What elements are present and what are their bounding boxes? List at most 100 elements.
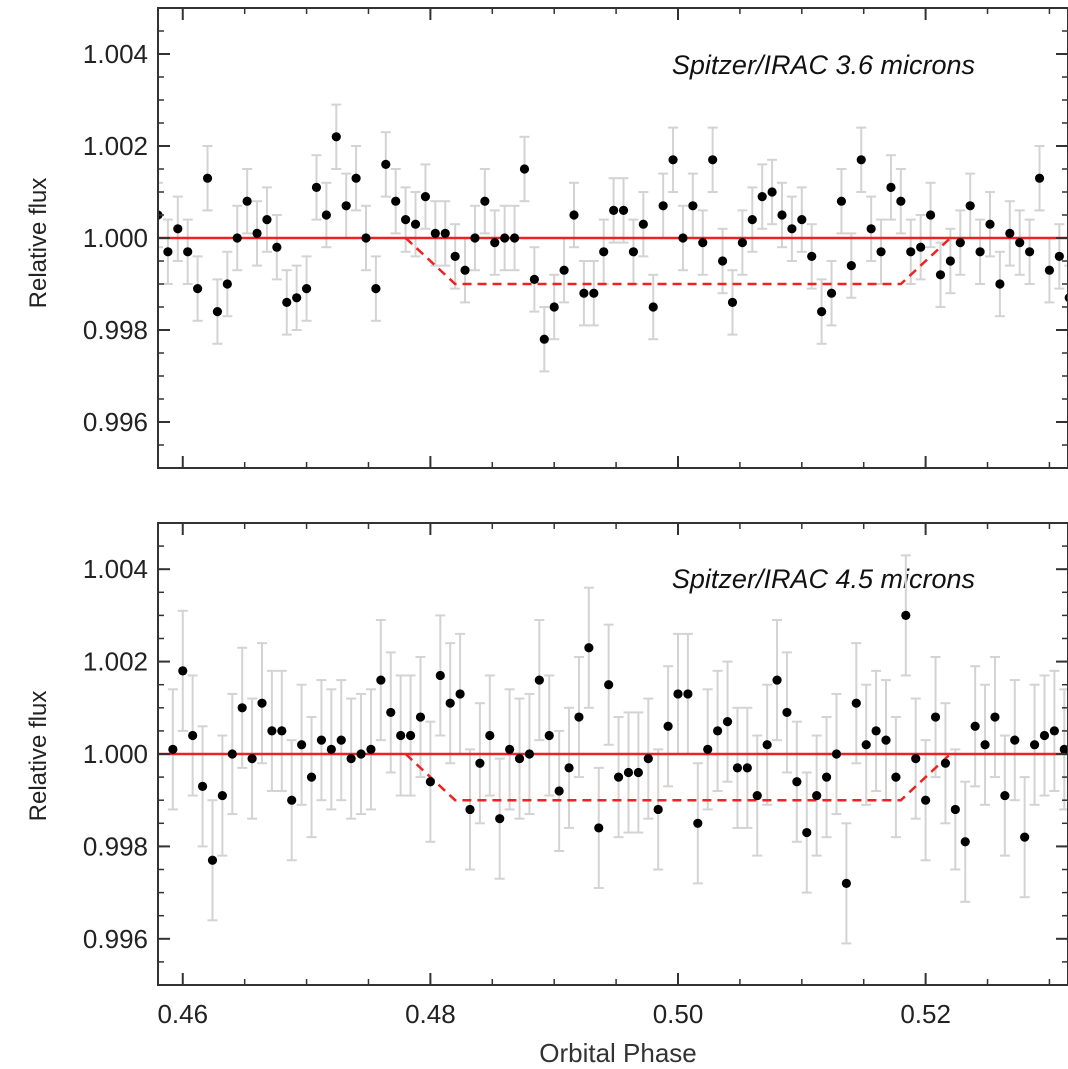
data-point <box>410 219 421 229</box>
data-point <box>475 758 485 768</box>
data-point <box>594 823 604 833</box>
data-point <box>609 205 619 215</box>
data-point <box>703 744 713 754</box>
data-point <box>613 772 624 782</box>
data-point <box>168 744 178 754</box>
data-point <box>817 307 827 317</box>
data-point <box>698 238 708 248</box>
data-point <box>262 215 272 225</box>
data-point <box>282 297 292 307</box>
data-point <box>1010 735 1020 745</box>
y-tick-label: 0.998 <box>83 831 148 861</box>
data-point <box>673 689 683 699</box>
x-tick-label: 0.50 <box>653 999 704 1029</box>
data-point <box>663 721 673 731</box>
data-point <box>207 855 218 865</box>
data-point <box>435 670 445 681</box>
data-point <box>960 837 970 847</box>
data-point <box>792 777 802 787</box>
y-tick-label: 0.996 <box>83 924 148 954</box>
data-point <box>856 155 866 165</box>
data-point <box>638 219 648 229</box>
data-point <box>534 675 544 685</box>
data-point <box>618 205 629 215</box>
data-point <box>841 878 851 888</box>
data-point <box>183 247 193 257</box>
plot-area <box>158 554 1068 945</box>
data-point <box>470 233 480 243</box>
data-point <box>227 749 237 759</box>
data-point <box>326 744 336 754</box>
data-point <box>455 689 465 699</box>
data-point <box>430 228 440 238</box>
data-point <box>708 155 718 165</box>
data-point <box>930 712 941 722</box>
y-tick-label: 0.996 <box>83 407 148 437</box>
data-point <box>901 610 911 621</box>
data-point <box>717 256 728 266</box>
data-point <box>1059 744 1068 754</box>
data-point <box>420 192 431 202</box>
data-point <box>777 210 787 220</box>
data-point <box>950 804 960 815</box>
y-axis-label: Relative flux <box>25 691 52 822</box>
data-point <box>1005 228 1015 238</box>
data-point <box>445 698 455 708</box>
data-point <box>807 251 817 261</box>
data-point <box>648 302 658 312</box>
data-point <box>193 284 203 294</box>
data-point <box>787 224 797 234</box>
data-point <box>450 251 460 261</box>
data-point <box>658 201 668 211</box>
data-point <box>628 247 639 257</box>
data-point <box>495 814 505 824</box>
y-tick-label: 1.000 <box>83 739 148 769</box>
data-point <box>272 242 282 252</box>
data-points <box>158 132 1068 344</box>
error-bars <box>167 554 1068 945</box>
y-tick-label: 1.004 <box>83 554 148 584</box>
data-point <box>876 247 886 257</box>
data-point <box>336 735 346 745</box>
data-point <box>509 233 520 243</box>
y-axis-label: Relative flux <box>25 178 52 309</box>
plot-area <box>158 103 1068 373</box>
data-point <box>579 288 589 298</box>
data-point <box>668 155 678 165</box>
data-point <box>559 265 569 275</box>
data-point <box>197 781 208 791</box>
data-point <box>821 772 832 782</box>
data-point <box>386 707 396 718</box>
data-point <box>163 247 173 257</box>
y-tick-label: 1.004 <box>83 39 148 69</box>
data-point <box>505 744 515 754</box>
x-tick-label: 0.46 <box>157 999 208 1029</box>
x-axis-label: Orbital Phase <box>539 1038 697 1068</box>
data-point <box>802 827 812 838</box>
data-point <box>396 730 406 741</box>
data-point <box>678 233 688 243</box>
data-point <box>564 763 574 773</box>
data-point <box>935 270 946 280</box>
data-point <box>574 712 584 722</box>
data-point <box>1039 730 1050 741</box>
data-point <box>713 726 723 736</box>
panel-irac-4-5: Relative flux Spitzer/IRAC 4.5 microns 0… <box>25 522 1068 1029</box>
data-point <box>440 228 450 238</box>
data-point <box>975 247 985 257</box>
panel-annotation: Spitzer/IRAC 4.5 microns <box>672 564 975 594</box>
data-point <box>381 159 391 169</box>
data-point <box>202 173 213 183</box>
data-point <box>490 238 500 248</box>
data-point <box>242 196 252 206</box>
data-point <box>925 210 936 220</box>
data-point <box>990 712 1000 722</box>
data-point <box>237 703 247 713</box>
data-point <box>633 767 643 778</box>
y-tick-label: 1.000 <box>83 223 148 253</box>
data-point <box>311 182 322 192</box>
data-point <box>831 749 842 759</box>
data-point <box>257 698 267 708</box>
data-point <box>292 293 302 303</box>
